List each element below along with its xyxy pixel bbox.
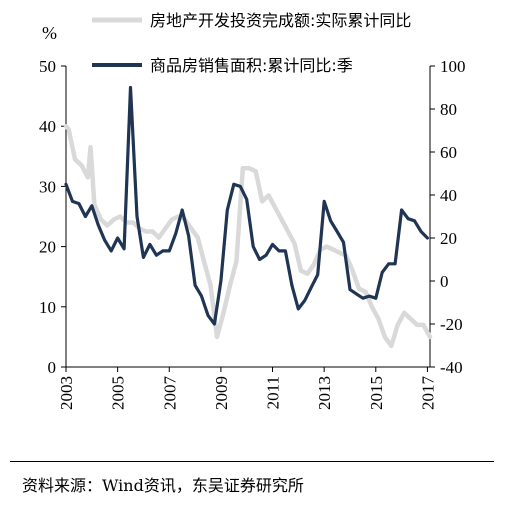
- left-axis-unit: %: [42, 23, 57, 43]
- right-tick-label: 40: [440, 186, 457, 205]
- left-tick-label: 10: [39, 298, 56, 317]
- x-tick-label: 2013: [315, 376, 334, 410]
- source-note: 资料来源：Wind资讯，东吴证券研究所: [22, 476, 304, 495]
- x-tick-label: 2017: [418, 376, 437, 411]
- left-tick-label: 30: [39, 177, 56, 196]
- series-lines: [63, 85, 433, 349]
- right-tick-label: 20: [440, 229, 457, 248]
- legend: 房地产开发投资完成额:实际累计同比 商品房销售面积:累计同比:季: [92, 11, 411, 75]
- right-tick-label: 80: [440, 100, 457, 119]
- tick-labels: 0 10 20 30 40 50 -40 -20 0 20 40 60 80 100 2003 2005 200…: [39, 57, 466, 410]
- legend-label-investment: 房地产开发投资完成额:实际累计同比: [150, 11, 411, 30]
- right-tick-label: 60: [440, 143, 457, 162]
- source-divider: [10, 461, 494, 462]
- dual-axis-line-chart: % 房地产开发投资完成额:实际累计同比 商品房销售面积:累计同比:季 0 10 20…: [39, 11, 466, 410]
- x-tick-label: 2011: [264, 376, 283, 409]
- x-tick-label: 2005: [109, 376, 128, 410]
- legend-label-sales-area: 商品房销售面积:累计同比:季: [150, 56, 353, 75]
- line-sales-area-growth: [64, 85, 429, 326]
- right-tick-label: -20: [440, 315, 463, 334]
- left-tick-label: 40: [39, 117, 56, 136]
- x-tick-label: 2015: [367, 376, 386, 410]
- left-tick-label: 0: [48, 358, 57, 377]
- axes: [61, 65, 435, 372]
- x-tick-label: 2007: [160, 376, 179, 411]
- left-tick-label: 20: [39, 238, 56, 257]
- right-tick-label: 100: [440, 57, 466, 76]
- left-tick-label: 50: [39, 57, 56, 76]
- right-tick-label: -40: [440, 358, 463, 377]
- x-tick-label: 2009: [212, 376, 231, 410]
- x-tick-label: 2003: [57, 376, 76, 410]
- right-tick-label: 0: [440, 272, 449, 291]
- line-investment-growth: [63, 123, 433, 349]
